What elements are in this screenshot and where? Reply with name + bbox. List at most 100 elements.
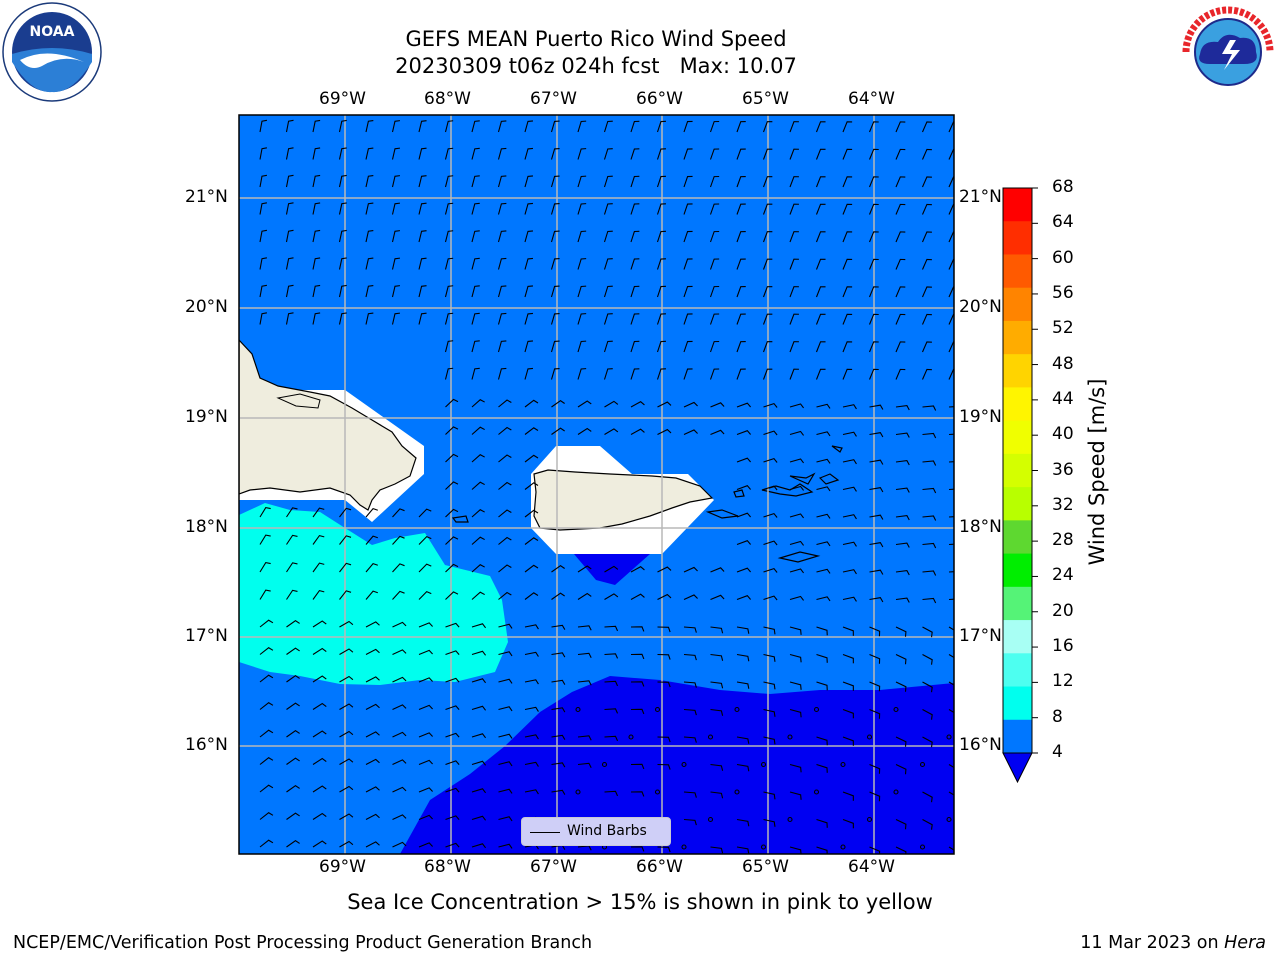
wind-barb xyxy=(789,568,805,574)
wind-barb xyxy=(736,653,750,662)
wind-barb xyxy=(498,536,512,545)
wind-barb xyxy=(630,846,645,852)
wind-barb xyxy=(895,819,907,830)
wind-barb xyxy=(710,708,724,716)
wind-barb xyxy=(259,674,274,683)
wind-barb xyxy=(497,147,507,160)
wind-barb xyxy=(869,791,881,802)
wind-barb xyxy=(338,174,347,188)
wind-barb xyxy=(683,566,698,573)
calm-marker xyxy=(654,706,661,713)
wind-barb xyxy=(842,736,854,746)
wind-barb xyxy=(948,406,954,408)
wind-barb xyxy=(338,202,347,215)
wind-barb xyxy=(736,203,746,215)
wind-barb xyxy=(815,368,826,380)
wind-barb xyxy=(630,791,645,797)
wind-barb xyxy=(524,564,539,573)
wind-barb xyxy=(445,760,460,766)
wind-barb xyxy=(709,175,720,188)
wind-barb xyxy=(286,589,298,600)
wind-barb xyxy=(498,706,513,712)
wind-barb xyxy=(789,846,802,854)
colorbar-tick-label: 44 xyxy=(1052,388,1074,409)
wind-barb xyxy=(762,121,773,133)
wind-barb xyxy=(948,681,954,686)
wind-barb xyxy=(842,541,857,547)
wind-barb xyxy=(869,404,884,410)
wind-barb xyxy=(630,313,640,325)
wind-barb xyxy=(868,121,879,133)
wind-barb xyxy=(312,730,327,738)
wind-barb xyxy=(497,340,507,353)
wind-barb xyxy=(312,620,327,628)
wind-barb xyxy=(445,481,459,490)
wind-barb xyxy=(444,230,454,243)
wind-barb xyxy=(710,681,724,689)
wind-barb xyxy=(736,846,750,854)
wind-barb xyxy=(842,368,853,380)
wind-barb xyxy=(471,454,485,463)
wind-barb xyxy=(577,203,587,215)
wind-barb xyxy=(630,258,640,270)
wind-barb xyxy=(895,121,906,133)
wind-barb xyxy=(816,596,831,602)
wind-barb xyxy=(922,791,933,803)
wind-barb xyxy=(418,147,427,160)
wind-barb xyxy=(524,202,534,215)
wind-barb xyxy=(392,759,407,765)
colorbar-segment xyxy=(1003,254,1032,289)
wind-barb xyxy=(365,202,374,215)
wind-barb xyxy=(656,285,666,298)
wind-barb xyxy=(842,596,857,602)
wind-barb xyxy=(471,564,485,573)
wind-barb xyxy=(630,763,645,770)
wind-barb xyxy=(815,203,826,215)
lat-label-right: 17°N xyxy=(959,626,1002,646)
wind-barb xyxy=(551,789,566,795)
wind-barb xyxy=(471,536,485,545)
wind-barb xyxy=(550,202,560,215)
wind-barb xyxy=(286,757,300,765)
colorbar-tick-label: 52 xyxy=(1052,318,1074,339)
wind-barb xyxy=(709,258,720,270)
wind-barb xyxy=(922,432,937,439)
wind-barb xyxy=(948,433,954,436)
wind-barb xyxy=(286,507,298,518)
calm-marker xyxy=(893,789,899,795)
wind-barb xyxy=(418,535,432,545)
wind-barb xyxy=(762,313,773,325)
wind-barb xyxy=(524,592,539,600)
wind-barb xyxy=(789,148,799,160)
wind-barb xyxy=(259,507,271,518)
wind-barb xyxy=(445,677,460,683)
wind-barb xyxy=(604,708,619,714)
wind-barb xyxy=(259,562,271,573)
wind-barb xyxy=(762,231,773,243)
colorbar-title: Wind Speed [m/s] xyxy=(1085,378,1109,566)
noaa-logo-text: NOAA xyxy=(30,24,75,40)
wind-barb xyxy=(948,571,954,573)
lat-label-right: 19°N xyxy=(959,407,1002,427)
wind-barb xyxy=(471,815,487,821)
wind-barb xyxy=(869,626,881,637)
wind-barb xyxy=(312,702,327,710)
wind-barb xyxy=(524,312,534,325)
wind-barb xyxy=(365,590,378,600)
wind-barb xyxy=(816,431,831,437)
lon-label-bottom: 67°W xyxy=(530,857,577,877)
wind-barb xyxy=(736,231,746,243)
colorbar-segment xyxy=(1003,387,1032,422)
wind-barb xyxy=(259,229,268,243)
wind-barb xyxy=(921,313,932,325)
wind-barb xyxy=(789,368,799,380)
wind-barb xyxy=(895,681,907,692)
wind-barb xyxy=(736,430,752,436)
wind-barb xyxy=(259,757,274,765)
wind-barb xyxy=(683,401,698,408)
wind-barb xyxy=(418,842,433,848)
wind-barb xyxy=(498,816,513,822)
colorbar-tick-label: 36 xyxy=(1052,459,1074,480)
wind-barb xyxy=(471,623,487,629)
wind-barb xyxy=(683,175,693,188)
